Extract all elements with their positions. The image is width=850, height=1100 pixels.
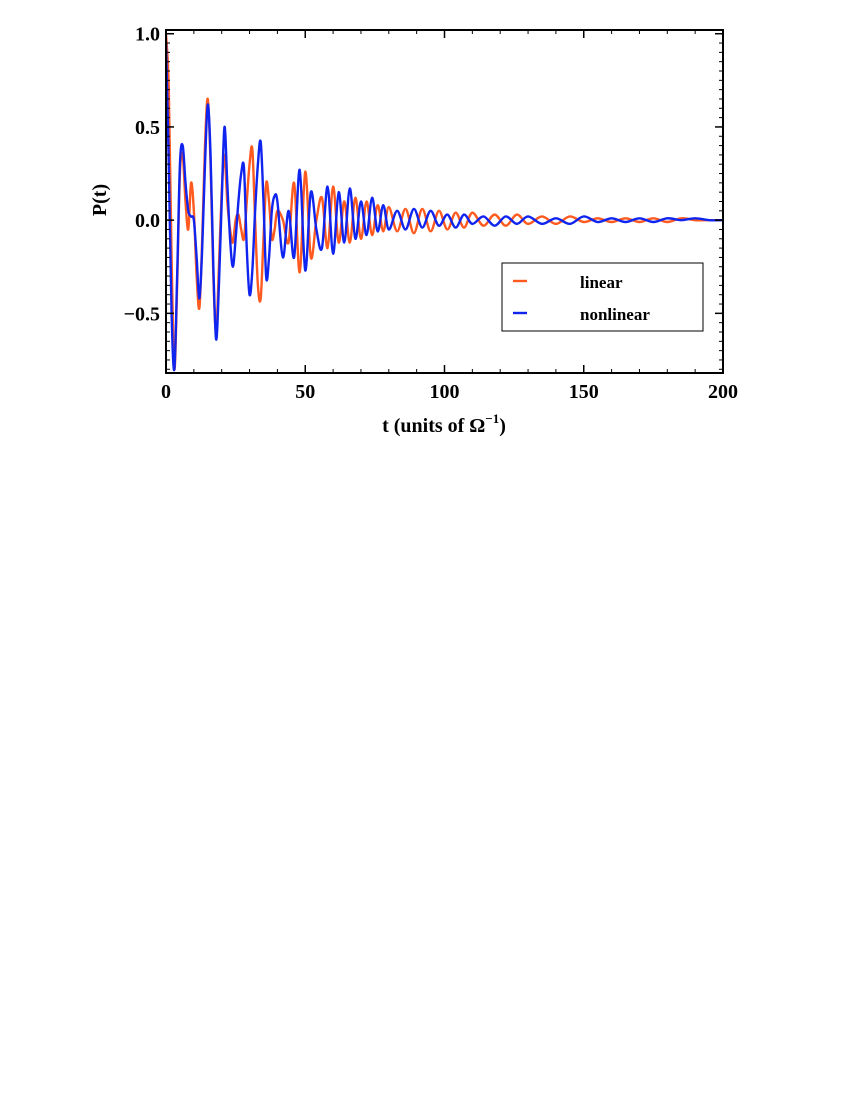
y-tick-label: 0.0: [135, 210, 160, 232]
x-axis-label: t (units of Ω−1): [382, 411, 506, 437]
legend-label-nonlinear: nonlinear: [580, 305, 650, 324]
x-tick-label: 150: [569, 381, 599, 403]
y-axis-label: P(t): [89, 184, 111, 216]
tick-labels-layer: 0 50 100 150 200 1.0 0.5 0.0 −0.5: [124, 24, 738, 403]
x-tick-label: 50: [295, 381, 315, 403]
x-tick-label: 100: [430, 381, 460, 403]
x-axis-label-sup: −1: [485, 411, 499, 426]
x-tick-label: 0: [161, 381, 171, 403]
ticks-layer: [165, 30, 724, 373]
x-tick-label: 200: [708, 381, 738, 403]
y-tick-label: −0.5: [124, 303, 160, 325]
legend-label-linear: linear: [580, 273, 623, 292]
series-layer: [166, 33, 723, 372]
y-tick-label: 1.0: [135, 24, 160, 46]
legend-box: [501, 262, 704, 332]
y-tick-label: 0.5: [135, 117, 160, 139]
series-line-nonlinear: [166, 43, 723, 372]
legend: linear nonlinear: [501, 262, 704, 332]
x-axis-label-close: ): [499, 415, 506, 437]
